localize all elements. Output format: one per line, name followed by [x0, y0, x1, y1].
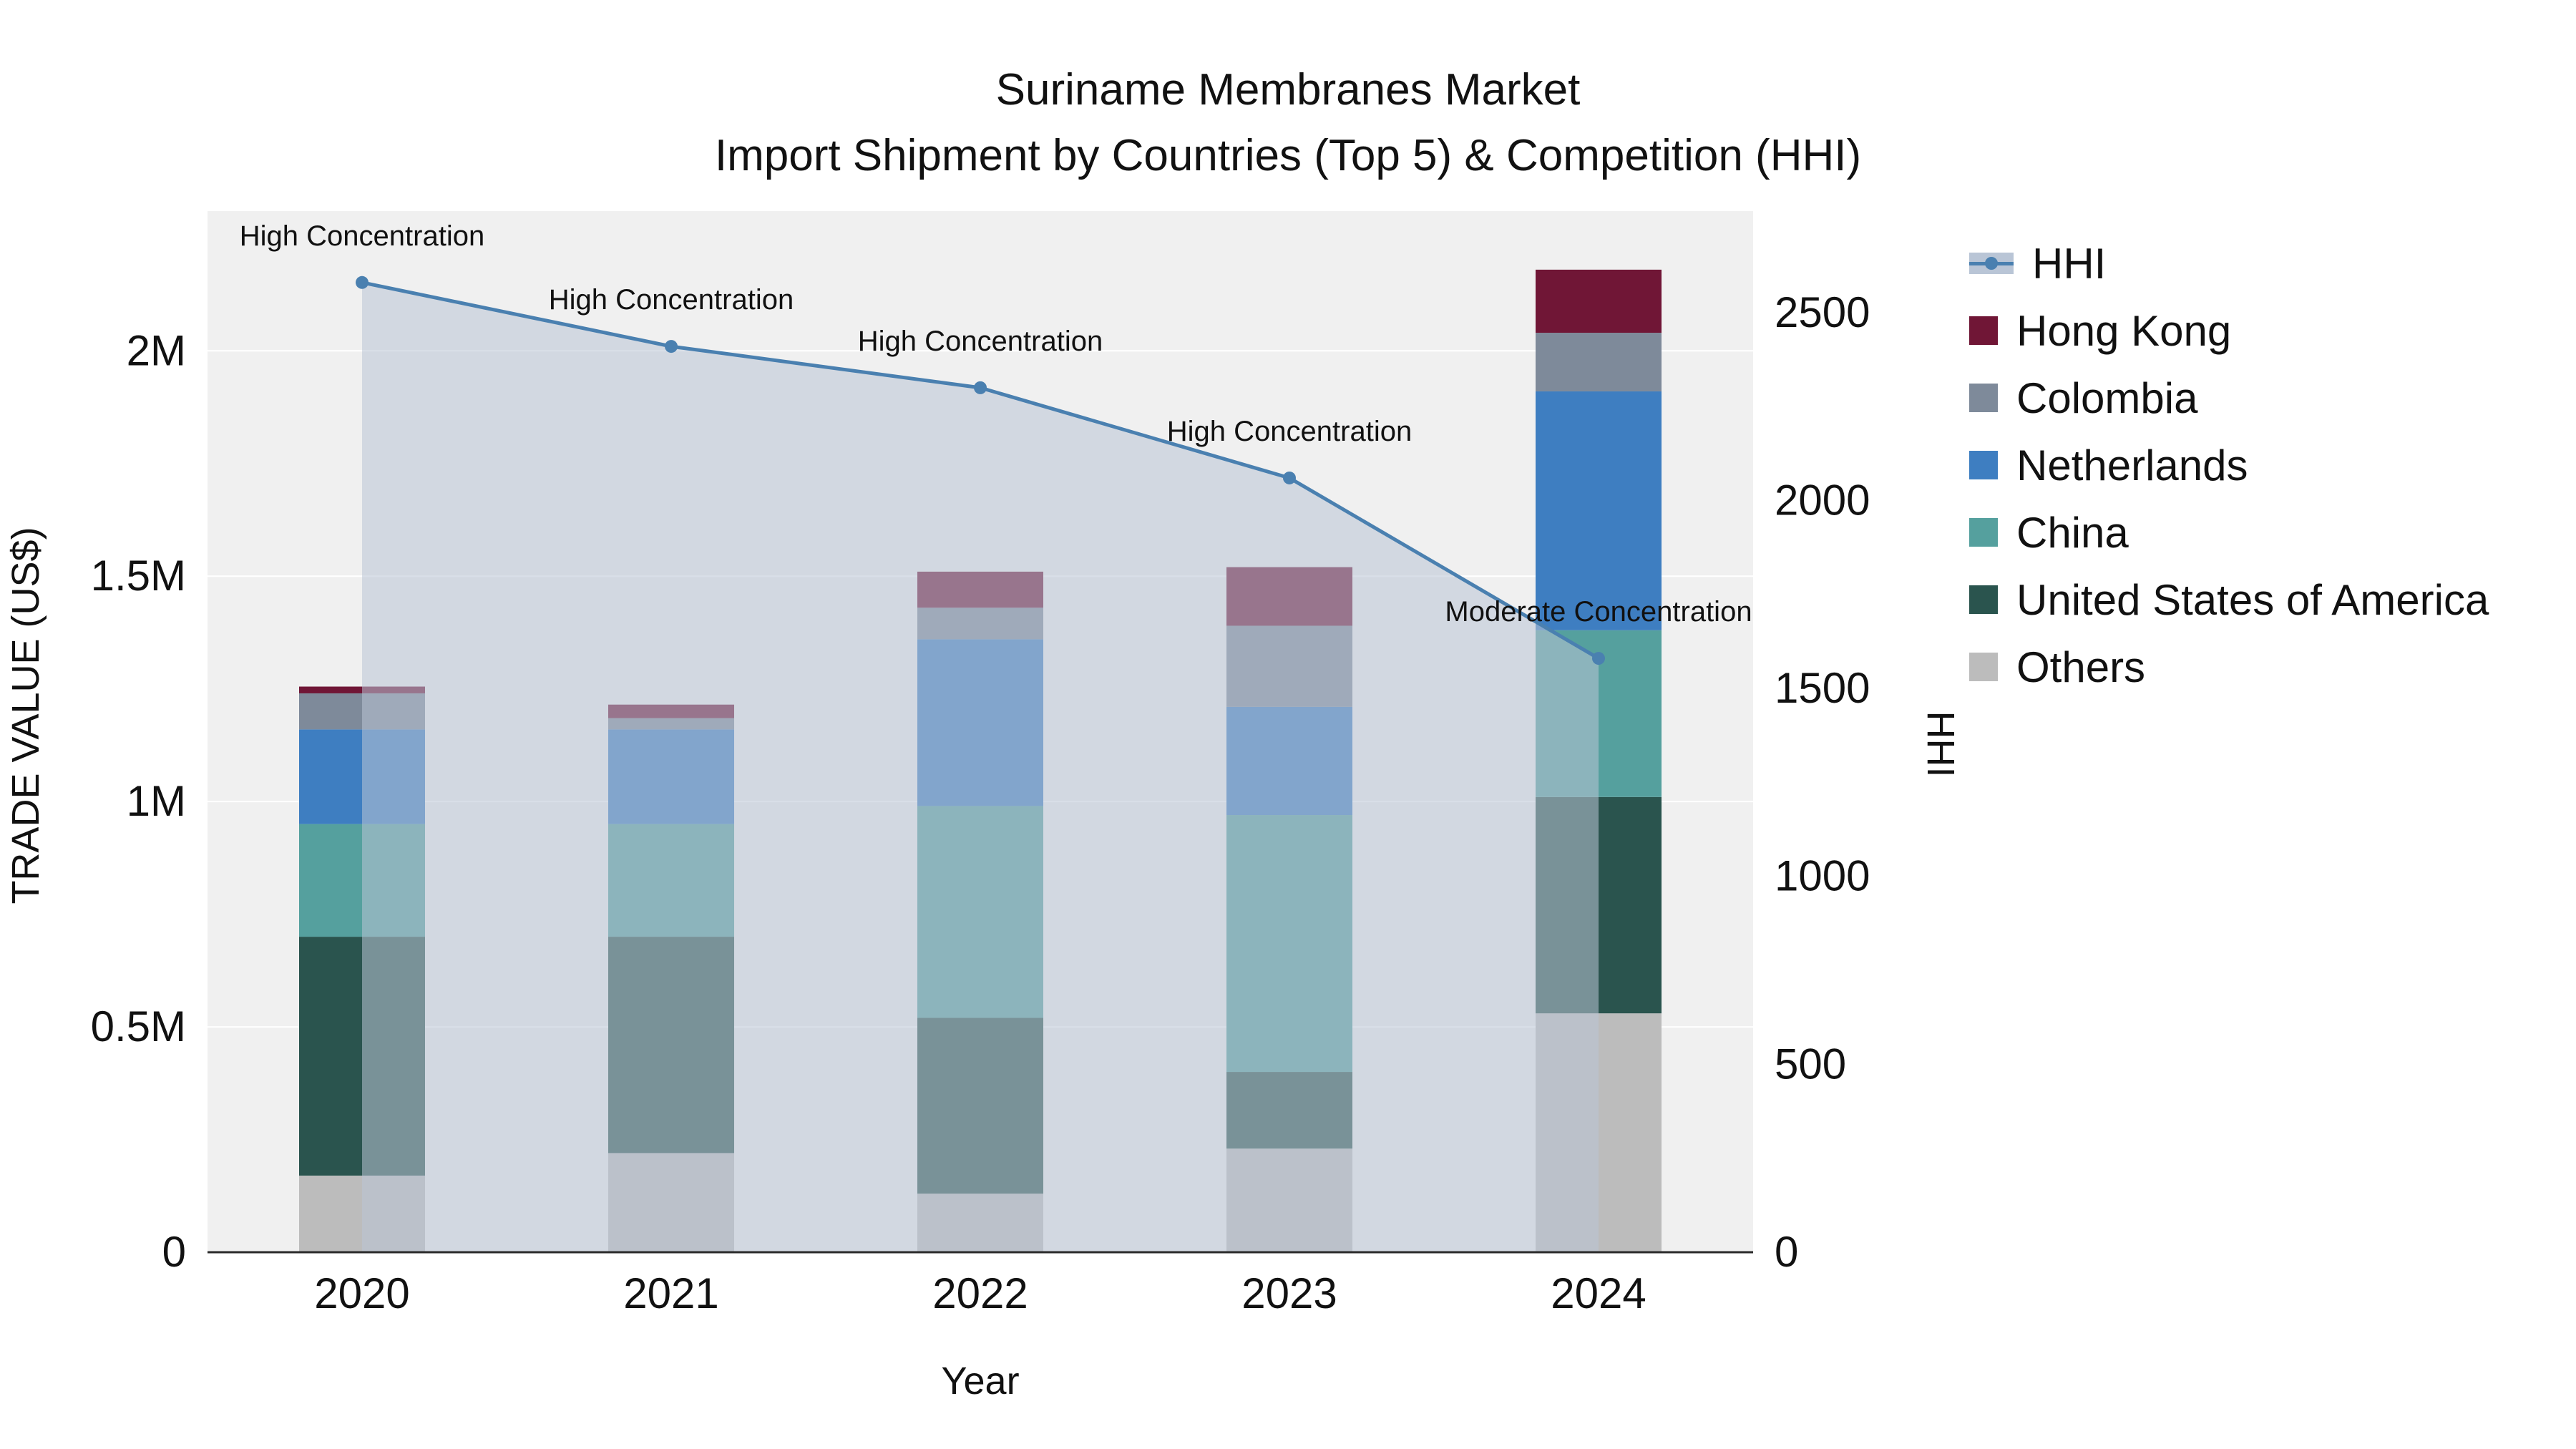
- annotation-2020: High Concentration: [240, 220, 484, 252]
- legend-label-china: China: [2016, 508, 2129, 557]
- legend-swatch-china: [1969, 518, 1998, 547]
- left-tick-0.5M: 0.5M: [91, 1002, 186, 1050]
- right-tick-2500: 2500: [1775, 288, 1870, 336]
- legend-item-united-states-of-america[interactable]: United States of America: [1969, 575, 2489, 624]
- chart-title: Suriname Membranes Market Import Shipmen…: [0, 57, 2576, 189]
- chart-title-line1: Suriname Membranes Market: [995, 65, 1581, 114]
- hhi-point-2022: [974, 381, 987, 394]
- legend-label-others: Others: [2016, 643, 2146, 691]
- left-tick-1M: 1M: [127, 777, 186, 825]
- legend-item-colombia[interactable]: Colombia: [1969, 374, 2489, 422]
- legend-swatch-netherlands: [1969, 451, 1998, 479]
- left-tick-1.5M: 1.5M: [91, 552, 186, 600]
- annotation-2022: High Concentration: [858, 326, 1103, 357]
- hhi-area-fill: [362, 282, 1599, 1252]
- legend-label-united-states-of-america: United States of America: [2016, 575, 2489, 624]
- legend: HHI Hong Kong Colombia Netherlands China…: [1969, 240, 2489, 711]
- right-tick-0: 0: [1775, 1228, 1798, 1276]
- x-tick-2023: 2023: [1241, 1269, 1337, 1317]
- legend-label-hong-kong: Hong Kong: [2016, 306, 2232, 355]
- legend-swatch-hong-kong: [1969, 316, 1998, 345]
- legend-label-hhi: HHI: [2032, 239, 2107, 288]
- bar-2024-hong-kong: [1536, 269, 1662, 333]
- legend-item-netherlands[interactable]: Netherlands: [1969, 441, 2489, 489]
- legend-item-hhi[interactable]: HHI: [1969, 239, 2489, 288]
- x-tick-2021: 2021: [623, 1269, 718, 1317]
- x-tick-2020: 2020: [314, 1269, 409, 1317]
- annotation-2023: High Concentration: [1167, 416, 1412, 447]
- bar-2024-netherlands: [1536, 391, 1662, 630]
- left-tick-0: 0: [162, 1228, 186, 1276]
- legend-label-colombia: Colombia: [2016, 374, 2198, 422]
- legend-item-hong-kong[interactable]: Hong Kong: [1969, 306, 2489, 355]
- x-axis-label: Year: [941, 1360, 1020, 1402]
- legend-item-others[interactable]: Others: [1969, 643, 2489, 691]
- hhi-point-2023: [1283, 471, 1296, 484]
- x-tick-2022: 2022: [932, 1269, 1028, 1317]
- y-axis-label-left: TRADE VALUE (US$): [4, 527, 47, 904]
- hhi-line-legend-marker: [1969, 250, 2014, 276]
- right-tick-2000: 2000: [1775, 476, 1870, 524]
- legend-item-china[interactable]: China: [1969, 508, 2489, 557]
- legend-label-netherlands: Netherlands: [2016, 441, 2248, 489]
- right-tick-500: 500: [1775, 1040, 1846, 1088]
- x-tick-2024: 2024: [1551, 1269, 1646, 1317]
- hhi-point-2020: [356, 275, 369, 289]
- bar-2024-colombia: [1536, 333, 1662, 391]
- right-tick-1500: 1500: [1775, 664, 1870, 712]
- y-axis-label-right: HHI: [1919, 711, 1962, 778]
- hhi-point-2021: [665, 340, 678, 353]
- legend-swatch-others: [1969, 653, 1998, 681]
- legend-swatch-united-states-of-america: [1969, 585, 1998, 614]
- left-tick-2M: 2M: [127, 326, 186, 374]
- annotation-2024: Moderate Concentration: [1445, 596, 1752, 628]
- chart-title-line2: Import Shipment by Countries (Top 5) & C…: [714, 131, 1862, 180]
- hhi-point-glyph: [1985, 257, 1998, 270]
- legend-swatch-colombia: [1969, 384, 1998, 412]
- annotation-2021: High Concentration: [549, 284, 794, 316]
- right-tick-1000: 1000: [1775, 852, 1870, 900]
- hhi-point-2024: [1592, 652, 1605, 665]
